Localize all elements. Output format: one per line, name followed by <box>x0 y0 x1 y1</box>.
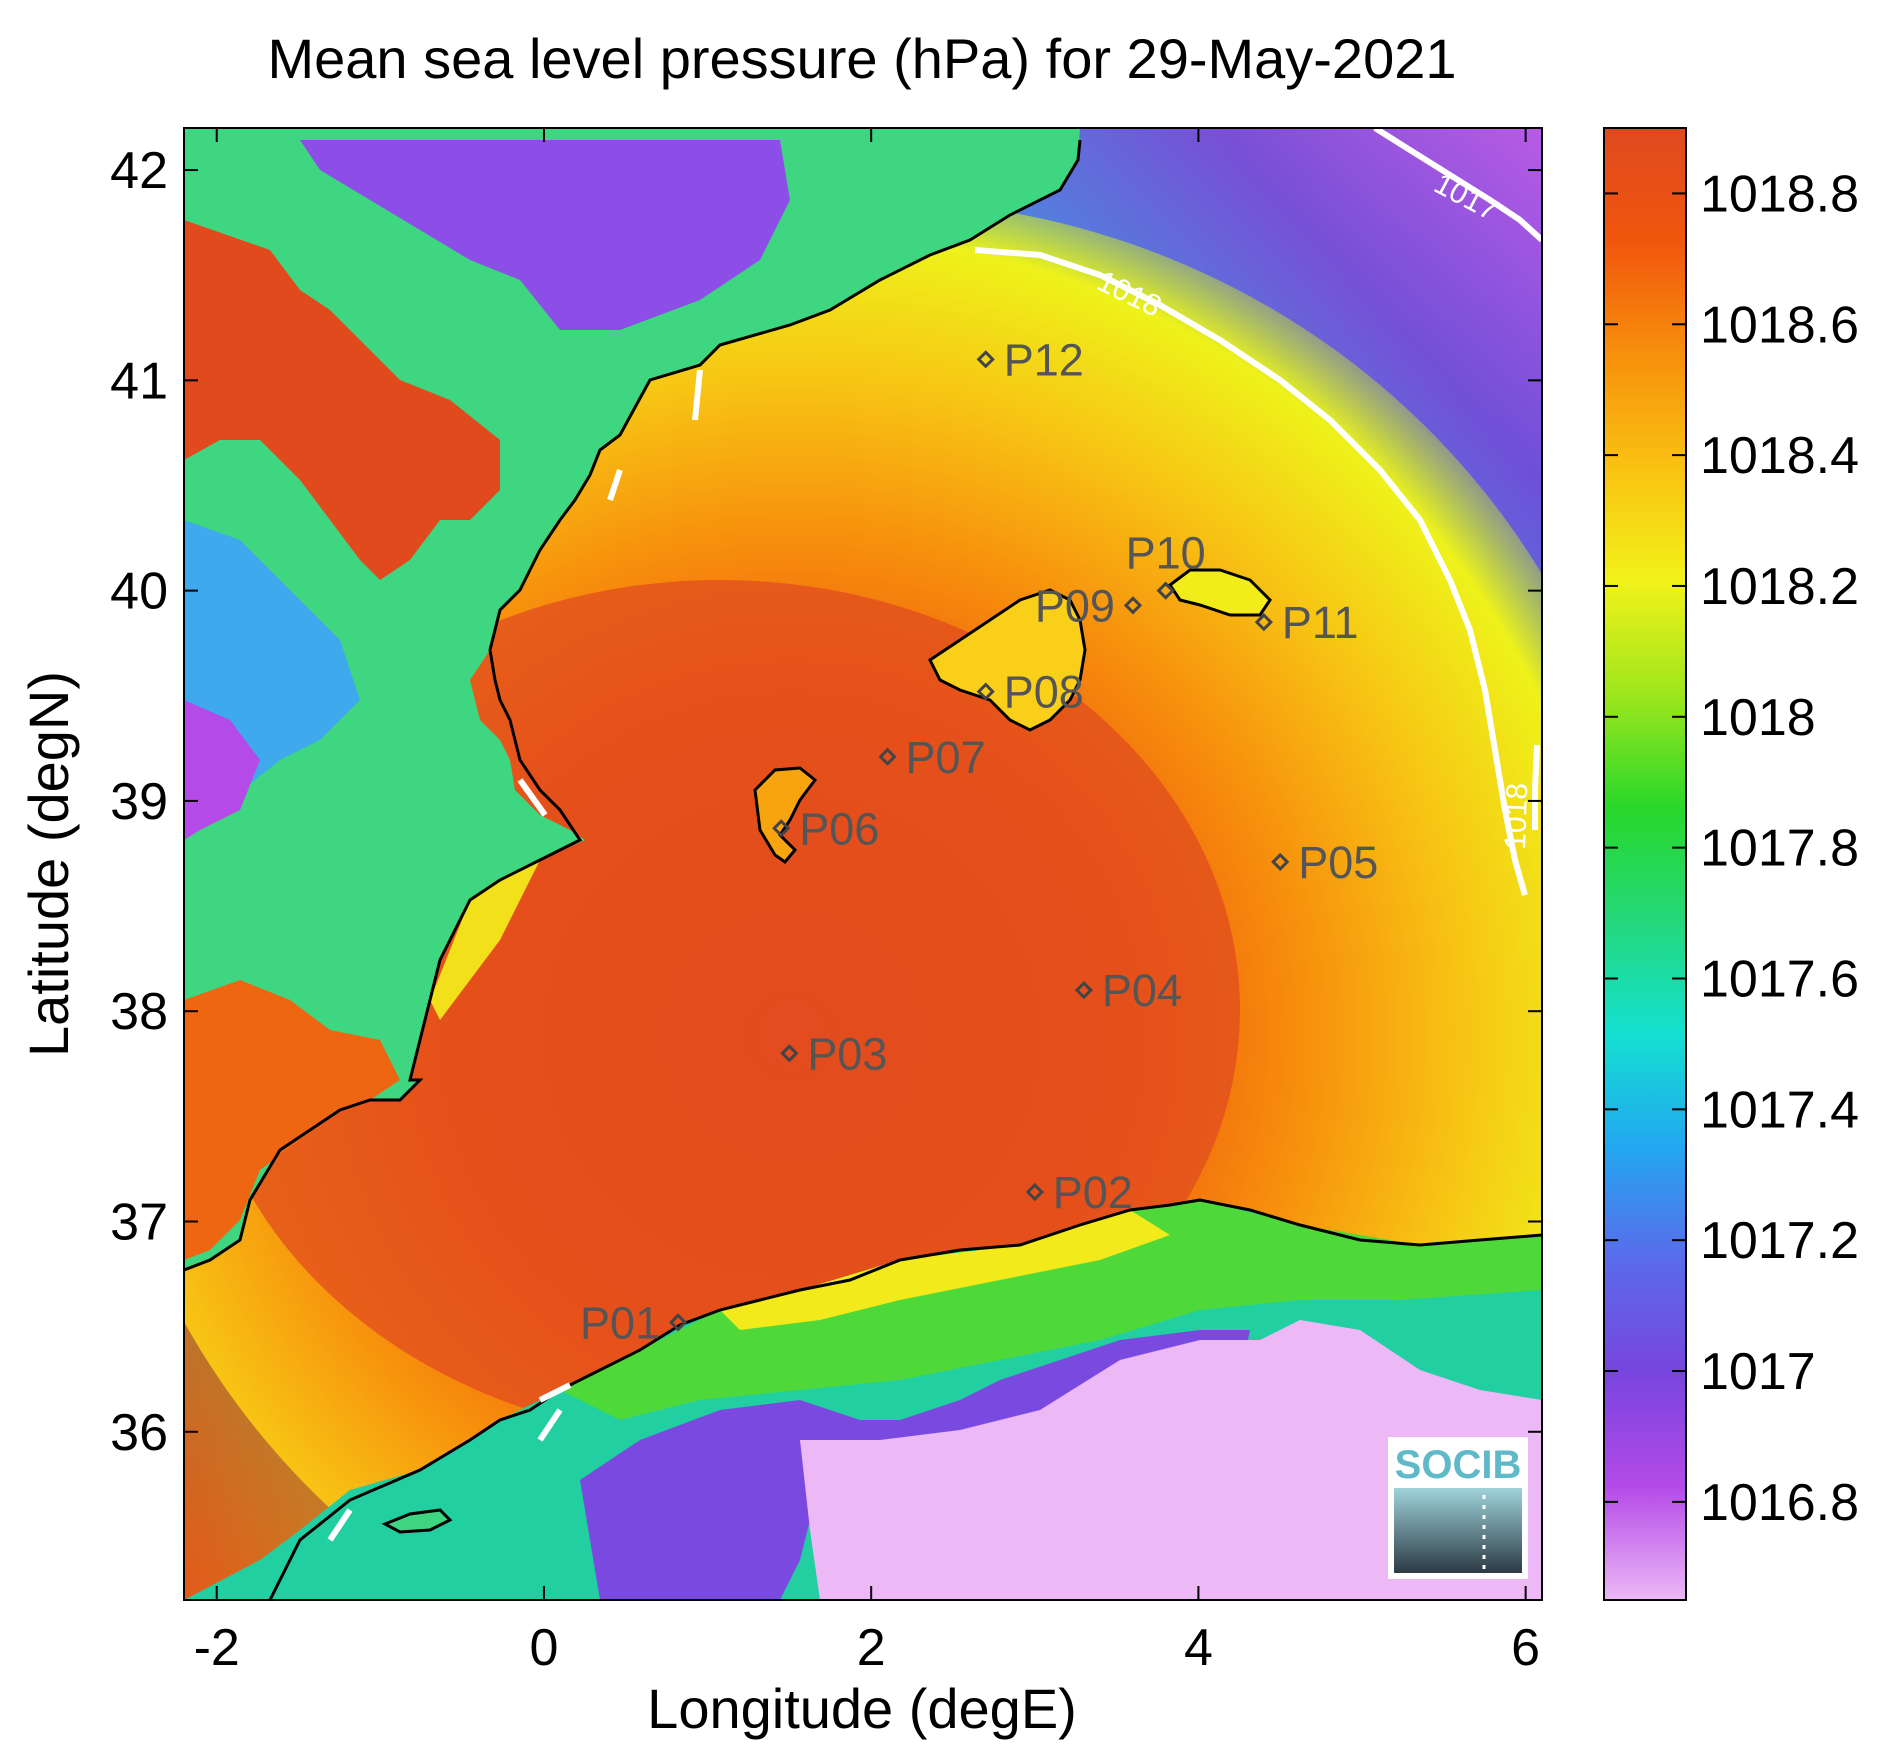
coastline-north-africa <box>268 1198 1542 1600</box>
colorbar-tick-label: 1018.4 <box>1700 427 1859 485</box>
station-marker <box>878 747 897 766</box>
station-label: P05 <box>1298 837 1378 888</box>
station-marker <box>976 682 995 701</box>
colorbar-tick-label: 1018.2 <box>1700 558 1859 616</box>
colorbar-fill <box>1604 128 1686 1600</box>
station-marker <box>1156 581 1175 600</box>
colorbar-ticks: 1016.8 1017 1017.2 1017.4 1017.6 1017.8 1018 10… <box>1604 165 1859 1532</box>
station-label: P12 <box>1004 334 1084 385</box>
station-marker <box>1254 613 1273 632</box>
colorbar-tick-label: 1018.6 <box>1700 296 1859 354</box>
station-label: P11 <box>1282 597 1359 648</box>
colorbar-tick-label: 1016.8 <box>1700 1474 1859 1532</box>
land-interior-purple <box>300 140 790 330</box>
isobar-1018-north <box>974 247 1528 896</box>
plot-frame <box>183 127 1543 1601</box>
colorbar-frame <box>1603 127 1687 1601</box>
colorbar-tick-label: 1017.4 <box>1700 1081 1859 1139</box>
land-interior-red <box>184 220 500 580</box>
y-tick-label: 42 <box>110 142 168 200</box>
isobar-1017 <box>1373 128 1542 243</box>
island-alboran <box>381 1508 453 1534</box>
isobar-1018-east <box>1532 744 1540 830</box>
island-ibiza <box>753 766 818 865</box>
socib-logo-text: SOCIB <box>1395 1443 1522 1487</box>
colorbar-tick-label: 1017.2 <box>1700 1212 1859 1270</box>
island-mallorca <box>928 588 1087 732</box>
land-africa-green-band <box>560 1200 1542 1420</box>
isobar-label-1018-east: 1018 <box>1499 782 1534 850</box>
station-label: P02 <box>1053 1167 1133 1218</box>
colorbar: 1016.8 1017 1017.2 1017.4 1017.6 1017.8 1018 10… <box>1603 127 1859 1601</box>
y-tick-label: 41 <box>110 352 168 410</box>
land-coastal-yellow <box>430 860 540 1020</box>
socib-logo: SOCIB <box>1388 1437 1528 1579</box>
colorbar-tick-label: 1018 <box>1700 689 1816 747</box>
y-tick-label: 37 <box>110 1193 168 1251</box>
x-tick-label: 4 <box>1184 1619 1213 1677</box>
x-axis-label: Longitude (degE) <box>647 1677 1077 1740</box>
station-marker <box>976 350 995 369</box>
land-africa-pink <box>800 1320 1542 1600</box>
colorbar-tick-label: 1018.8 <box>1700 165 1859 223</box>
station-label: P01 <box>580 1297 660 1348</box>
land-africa-yellow-coast <box>720 1210 1170 1330</box>
y-tick-label: 39 <box>110 773 168 831</box>
island-menorca <box>1167 568 1272 617</box>
x-tick-label: 0 <box>529 1619 558 1677</box>
colorbar-tick-label: 1017 <box>1700 1343 1816 1401</box>
x-tick-label: -2 <box>194 1619 240 1677</box>
colorbar-tick-label: 1017.8 <box>1700 820 1859 878</box>
station-label: P07 <box>906 732 986 783</box>
x-tick-label: 2 <box>857 1619 886 1677</box>
station-marker <box>772 819 791 838</box>
station-label: P09 <box>1035 580 1115 631</box>
station-marker <box>1025 1182 1044 1202</box>
land-southeast-orange <box>184 980 400 1260</box>
station-marker <box>668 1313 688 1332</box>
station-label: P04 <box>1102 965 1182 1016</box>
station-label: P03 <box>807 1028 887 1079</box>
station-label: P10 <box>1126 528 1206 579</box>
y-axis-label: Latitude (degN) <box>17 671 80 1057</box>
station-marker <box>1074 981 1094 1000</box>
station-marker <box>1123 596 1143 615</box>
chart-title: Mean sea level pressure (hPa) for 29-May… <box>267 27 1456 90</box>
y-tick-label: 40 <box>110 563 168 621</box>
station-marker <box>1271 852 1290 872</box>
land-interior-violet <box>184 700 260 840</box>
map-plot: 1017 1018 1018 P01P02P03P04P05P06P07P08P… <box>184 128 1542 1600</box>
x-tick-label: 6 <box>1511 1619 1540 1677</box>
x-axis: -2 0 2 4 6 <box>194 128 1540 1677</box>
y-tick-label: 38 <box>110 983 168 1041</box>
station-label: P08 <box>1004 667 1084 718</box>
isobar-1018-coast-segments <box>327 369 703 1542</box>
socib-logo-gradient <box>1394 1488 1522 1573</box>
coastline-iberia <box>184 139 1082 1272</box>
y-tick-label: 36 <box>110 1404 168 1462</box>
station-marker <box>780 1044 799 1063</box>
y-axis: 36 37 38 39 40 41 42 <box>110 142 1542 1462</box>
station-label: P06 <box>799 803 879 854</box>
colorbar-tick-label: 1017.6 <box>1700 950 1859 1008</box>
